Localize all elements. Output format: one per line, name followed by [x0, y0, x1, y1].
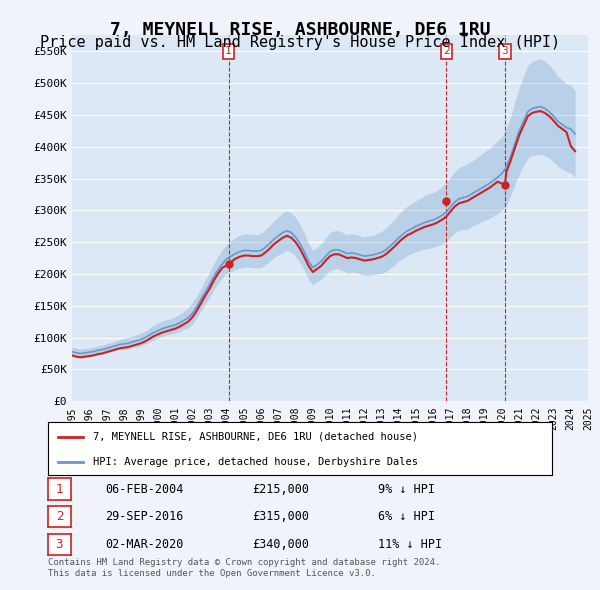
Text: 2: 2	[443, 47, 449, 57]
Text: £315,000: £315,000	[252, 510, 309, 523]
Text: 1: 1	[56, 483, 63, 496]
Text: Price paid vs. HM Land Registry's House Price Index (HPI): Price paid vs. HM Land Registry's House …	[40, 35, 560, 50]
Text: This data is licensed under the Open Government Licence v3.0.: This data is licensed under the Open Gov…	[48, 569, 376, 578]
Text: 11% ↓ HPI: 11% ↓ HPI	[378, 538, 442, 551]
Text: 1: 1	[225, 47, 232, 57]
Text: £215,000: £215,000	[252, 483, 309, 496]
Text: 7, MEYNELL RISE, ASHBOURNE, DE6 1RU: 7, MEYNELL RISE, ASHBOURNE, DE6 1RU	[110, 21, 490, 39]
Text: 3: 3	[56, 538, 63, 551]
Text: Contains HM Land Registry data © Crown copyright and database right 2024.: Contains HM Land Registry data © Crown c…	[48, 558, 440, 566]
Text: 02-MAR-2020: 02-MAR-2020	[105, 538, 184, 551]
Text: 29-SEP-2016: 29-SEP-2016	[105, 510, 184, 523]
Text: 06-FEB-2004: 06-FEB-2004	[105, 483, 184, 496]
Text: 2: 2	[56, 510, 63, 523]
Text: 6% ↓ HPI: 6% ↓ HPI	[378, 510, 435, 523]
Text: 7, MEYNELL RISE, ASHBOURNE, DE6 1RU (detached house): 7, MEYNELL RISE, ASHBOURNE, DE6 1RU (det…	[94, 432, 418, 442]
Text: HPI: Average price, detached house, Derbyshire Dales: HPI: Average price, detached house, Derb…	[94, 457, 418, 467]
Text: £340,000: £340,000	[252, 538, 309, 551]
Text: 3: 3	[502, 47, 508, 57]
Text: 9% ↓ HPI: 9% ↓ HPI	[378, 483, 435, 496]
